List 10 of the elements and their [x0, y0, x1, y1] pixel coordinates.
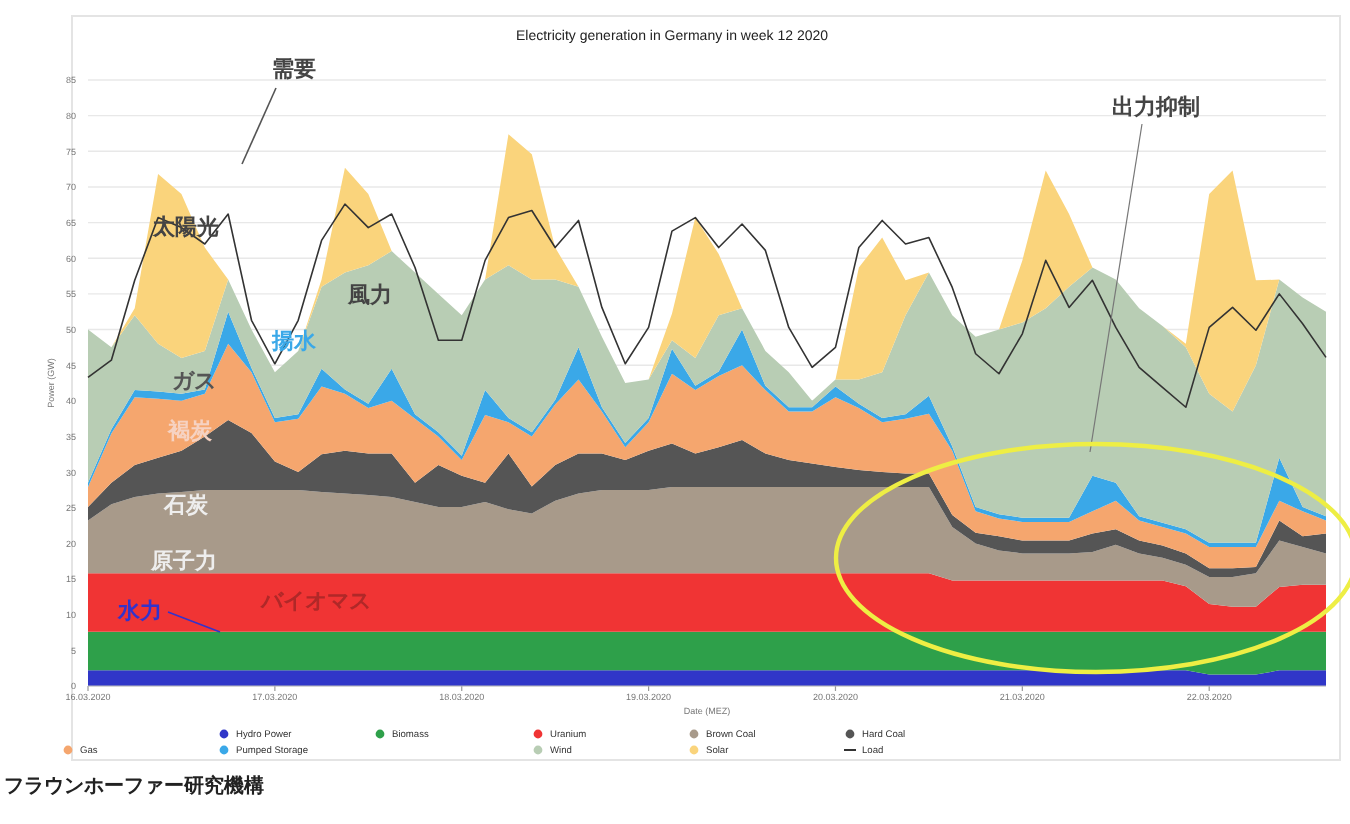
- annotation: 出力抑制: [1112, 94, 1200, 120]
- annotation: 石炭: [162, 492, 210, 518]
- annotation: バイオマス: [259, 590, 371, 614]
- annotation: 風力: [346, 282, 392, 308]
- annotation: 褐炭: [166, 418, 214, 444]
- annotation: 需要: [272, 58, 316, 82]
- annotation: 水力: [116, 598, 162, 624]
- annotation: 原子力: [149, 548, 217, 574]
- text: フラウンホーファー研究機構: [4, 774, 264, 798]
- line-series: [87, 203, 1327, 409]
